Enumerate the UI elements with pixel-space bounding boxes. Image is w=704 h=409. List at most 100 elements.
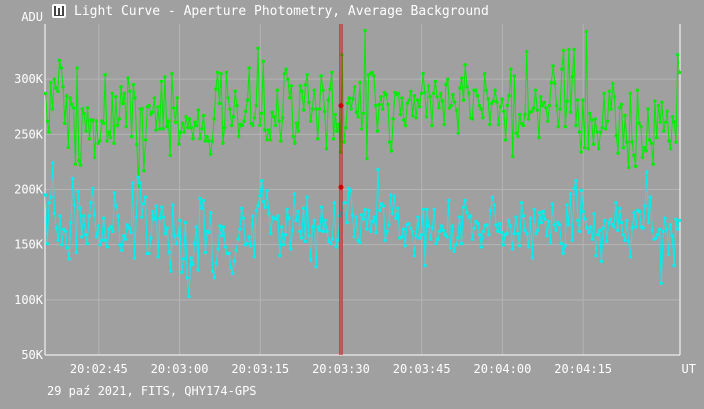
data-point [554,228,558,232]
data-point [597,228,602,232]
data-point [71,106,76,110]
data-point [572,47,576,52]
data-point [52,212,57,216]
data-point [598,130,603,134]
data-point [47,201,51,205]
data-point [596,233,600,237]
data-point [453,100,457,105]
data-point [336,238,340,242]
data-point [570,238,574,242]
data-point [177,142,181,146]
data-point [381,107,385,111]
data-point [128,89,132,94]
data-point [207,139,211,143]
data-point [402,118,406,122]
data-point [646,220,651,225]
data-point [574,179,578,183]
data-point [669,147,673,151]
data-point [621,145,625,150]
data-point [460,76,464,80]
data-point [59,66,63,70]
data-point [298,229,302,234]
data-point [445,235,449,239]
data-point [525,231,529,236]
data-point [446,77,450,81]
data-point [657,227,662,231]
data-point [412,254,416,258]
x-tick-label: 20:02:45 [70,362,128,376]
data-point [209,211,213,215]
data-point [451,92,455,97]
data-point [645,170,649,174]
data-point [129,134,134,139]
data-point [605,239,609,244]
data-point [133,96,137,100]
data-point [424,115,429,119]
data-point [449,103,453,108]
data-point [498,222,502,226]
data-point [230,271,235,276]
data-point [505,231,509,236]
data-point [421,207,426,212]
data-point [392,194,396,198]
data-point [220,234,224,238]
data-point [559,241,564,246]
data-point [583,145,587,150]
data-point [72,203,77,207]
data-point [510,247,515,251]
data-point [630,226,634,230]
data-point [208,152,213,156]
data-point [632,211,636,215]
data-point [468,214,473,218]
data-point [597,147,601,151]
data-point [590,118,594,122]
data-point [554,103,559,108]
data-point [232,259,237,263]
data-point [112,141,116,145]
data-point [78,163,83,167]
window-title: Light Curve - Aperture Photometry, Avera… [74,4,489,19]
data-point [361,217,366,221]
data-point [303,83,308,87]
data-point [676,53,680,57]
data-point [317,107,322,111]
data-point [509,67,513,71]
data-point [481,116,485,120]
data-point [158,216,162,220]
data-point [628,91,632,96]
data-point [142,169,146,173]
data-point [496,122,501,127]
data-point [414,234,418,238]
data-point [430,123,434,128]
data-point [532,106,536,110]
data-point [547,103,552,108]
data-point [63,229,68,234]
data-point [674,217,678,221]
data-point [94,235,99,239]
data-point [491,99,495,103]
data-point [131,83,135,87]
x-tick-label: 20:03:30 [312,362,370,376]
data-point [585,226,589,230]
data-point [265,138,269,142]
data-point [647,138,652,142]
data-point [435,95,439,99]
data-point [141,202,146,206]
data-point [245,241,249,246]
data-point [235,103,239,108]
data-point [135,142,139,146]
data-point [45,119,49,123]
data-point [263,205,267,209]
data-point [71,176,75,181]
data-point [563,124,567,129]
data-point [378,208,382,213]
data-point [87,214,91,218]
data-point [363,28,367,33]
data-point [655,135,659,140]
data-point [307,100,311,105]
data-point [50,107,55,111]
data-point [625,218,629,223]
data-point [439,91,443,96]
data-point [479,107,483,111]
